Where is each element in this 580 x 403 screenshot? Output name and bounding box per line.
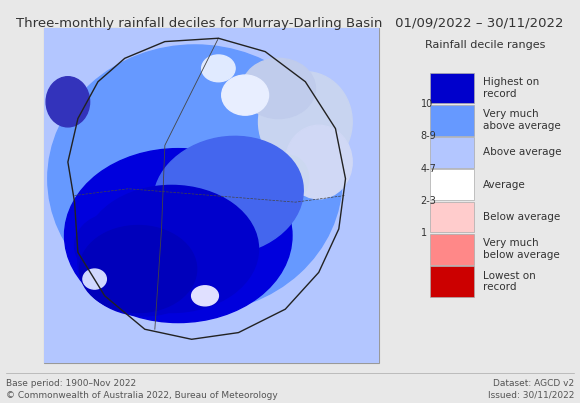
Text: Base period: 1900–Nov 2022: Base period: 1900–Nov 2022 [6, 379, 136, 388]
Ellipse shape [242, 58, 316, 118]
Ellipse shape [222, 75, 269, 115]
Ellipse shape [48, 45, 342, 313]
Bar [430, 169, 474, 200]
Text: 8-9: 8-9 [420, 131, 437, 141]
Text: Highest on
record: Highest on record [483, 77, 539, 99]
Text: 4-7: 4-7 [420, 164, 437, 174]
Ellipse shape [78, 209, 212, 316]
Ellipse shape [259, 72, 352, 172]
Ellipse shape [46, 77, 90, 127]
Bar [430, 266, 474, 297]
Ellipse shape [64, 149, 292, 322]
Text: Very much
below average: Very much below average [483, 239, 560, 260]
Text: Below average: Below average [483, 212, 561, 222]
Text: Three-monthly rainfall deciles for Murray-Darling Basin   01/09/2022 – 30/11/202: Three-monthly rainfall deciles for Murra… [16, 17, 564, 30]
Text: Very much
above average: Very much above average [483, 110, 561, 131]
Ellipse shape [269, 155, 309, 202]
Text: Above average: Above average [483, 147, 562, 158]
Ellipse shape [85, 185, 259, 313]
Ellipse shape [83, 269, 106, 289]
Text: Rainfall decile ranges: Rainfall decile ranges [425, 40, 546, 50]
Text: Dataset: AGCD v2: Dataset: AGCD v2 [493, 379, 574, 388]
Bar [430, 234, 474, 265]
Bar [430, 73, 474, 104]
Text: Average: Average [483, 180, 526, 190]
Text: Lowest on
record: Lowest on record [483, 271, 536, 292]
Ellipse shape [154, 136, 303, 255]
Text: Issued: 30/11/2022: Issued: 30/11/2022 [488, 391, 574, 400]
Text: 2-3: 2-3 [420, 196, 437, 206]
Ellipse shape [191, 286, 219, 306]
Bar [430, 137, 474, 168]
Ellipse shape [79, 226, 197, 313]
Text: 10: 10 [420, 99, 433, 109]
Bar [430, 202, 474, 233]
Text: © Commonwealth of Australia 2022, Bureau of Meteorology: © Commonwealth of Australia 2022, Bureau… [6, 391, 278, 400]
Text: 1: 1 [420, 228, 427, 238]
Ellipse shape [75, 212, 161, 279]
Bar [430, 105, 474, 136]
Ellipse shape [202, 55, 235, 82]
Ellipse shape [285, 125, 352, 199]
